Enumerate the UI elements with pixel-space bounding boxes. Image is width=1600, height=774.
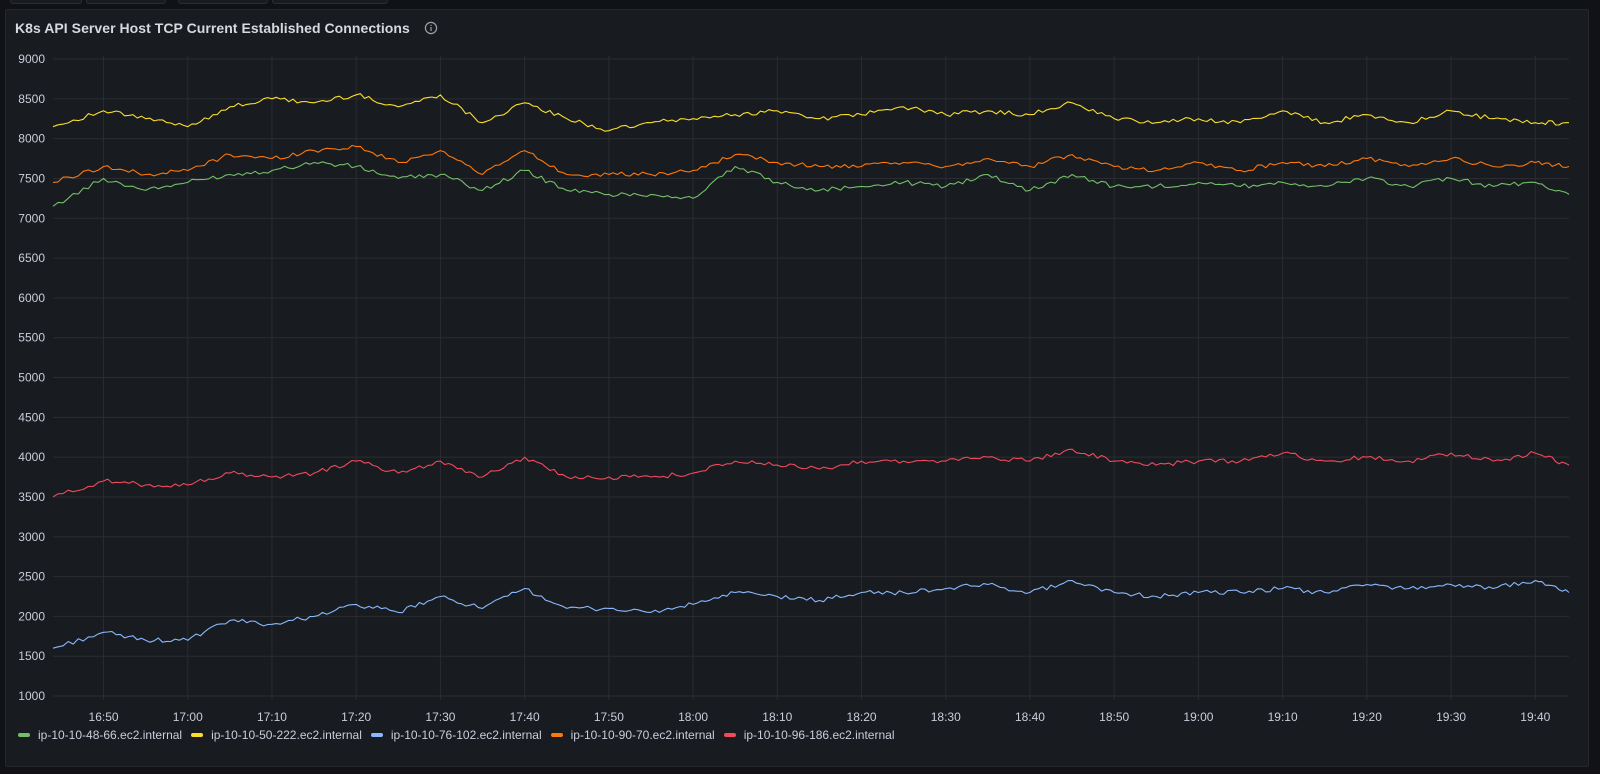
y-tick-label: 8500 — [18, 92, 45, 106]
x-tick-label: 17:50 — [594, 710, 624, 724]
legend-item[interactable]: ip-10-10-96-186.ec2.internal — [723, 728, 895, 742]
chart-legend: ip-10-10-48-66.ec2.internal ip-10-10-50-2… — [18, 727, 903, 743]
legend-swatch — [550, 733, 563, 737]
x-tick-label: 17:10 — [257, 710, 287, 724]
y-tick-label: 3000 — [18, 530, 45, 544]
x-tick-label: 18:40 — [1015, 710, 1045, 724]
panel-header[interactable]: K8s API Server Host TCP Current Establis… — [15, 18, 438, 38]
x-tick-label: 19:20 — [1352, 710, 1382, 724]
x-tick-label: 17:20 — [341, 710, 371, 724]
legend-swatch — [370, 733, 383, 737]
series-line-1[interactable] — [52, 93, 1569, 132]
series-line-3[interactable] — [52, 144, 1570, 183]
y-tick-label: 3500 — [18, 490, 45, 504]
dashboard-tab[interactable] — [86, 0, 166, 4]
dashboard-tab[interactable] — [272, 0, 388, 4]
x-tick-label: 17:40 — [510, 710, 540, 724]
y-tick-label: 5500 — [18, 331, 45, 345]
x-tick-label: 19:00 — [1183, 710, 1213, 724]
top-strip — [0, 0, 1600, 6]
legend-item[interactable]: ip-10-10-50-222.ec2.internal — [191, 728, 362, 742]
x-tick-label: 19:10 — [1268, 710, 1298, 724]
dashboard-tab[interactable] — [10, 0, 82, 4]
chart-panel: K8s API Server Host TCP Current Establis… — [5, 9, 1589, 767]
legend-item[interactable]: ip-10-10-90-70.ec2.internal — [550, 728, 715, 742]
y-tick-label: 7000 — [18, 211, 45, 225]
legend-label: ip-10-10-90-70.ec2.internal — [570, 728, 715, 742]
y-tick-label: 4000 — [18, 450, 45, 464]
x-tick-label: 18:00 — [678, 710, 708, 724]
info-icon[interactable] — [424, 21, 438, 35]
y-tick-label: 2000 — [18, 609, 45, 623]
x-tick-label: 17:30 — [425, 710, 455, 724]
series-line-4[interactable] — [52, 448, 1570, 498]
y-tick-label: 7500 — [18, 171, 45, 185]
y-tick-label: 1000 — [18, 689, 45, 703]
legend-label: ip-10-10-50-222.ec2.internal — [211, 728, 362, 742]
legend-item[interactable]: ip-10-10-76-102.ec2.internal — [370, 728, 542, 742]
y-tick-label: 5000 — [18, 371, 45, 385]
dashboard-tab[interactable] — [178, 0, 268, 4]
x-tick-label: 18:20 — [847, 710, 877, 724]
x-tick-label: 18:30 — [931, 710, 961, 724]
legend-label: ip-10-10-96-186.ec2.internal — [743, 728, 895, 742]
y-tick-label: 6000 — [18, 291, 45, 305]
y-tick-label: 1500 — [18, 649, 45, 663]
legend-swatch — [18, 733, 30, 737]
series-line-0[interactable] — [52, 161, 1570, 207]
x-tick-label: 19:30 — [1436, 710, 1466, 724]
legend-swatch — [191, 733, 204, 737]
y-tick-label: 2500 — [18, 570, 45, 584]
x-tick-label: 19:40 — [1520, 710, 1550, 724]
legend-label: ip-10-10-76-102.ec2.internal — [390, 728, 542, 742]
legend-swatch — [723, 733, 736, 737]
legend-label: ip-10-10-48-66.ec2.internal — [38, 728, 183, 742]
series-line-2[interactable] — [52, 579, 1570, 649]
x-tick-label: 17:00 — [173, 710, 203, 724]
y-tick-label: 8000 — [18, 132, 45, 146]
y-tick-label: 4500 — [18, 410, 45, 424]
x-tick-label: 18:50 — [1099, 710, 1129, 724]
panel-title: K8s API Server Host TCP Current Establis… — [15, 20, 410, 36]
x-tick-label: 16:50 — [89, 710, 119, 724]
x-tick-label: 18:10 — [762, 710, 792, 724]
y-tick-label: 6500 — [18, 251, 45, 265]
legend-item[interactable]: ip-10-10-48-66.ec2.internal — [18, 728, 182, 742]
y-tick-label: 9000 — [18, 52, 45, 66]
